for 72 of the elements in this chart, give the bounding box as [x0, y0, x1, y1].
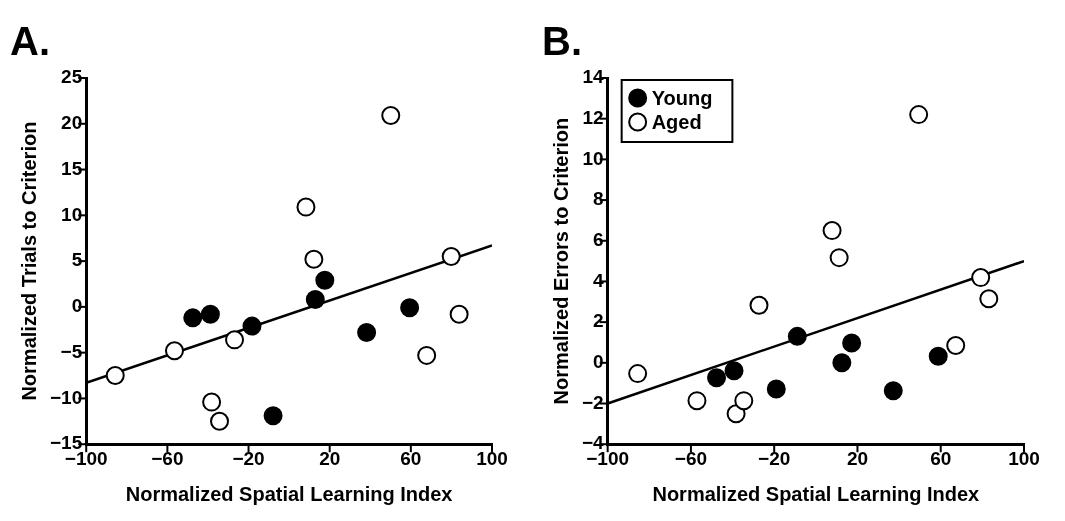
point — [734, 391, 754, 411]
point — [449, 304, 469, 324]
y-axis-title: Normalized Errors to Criterion — [549, 117, 572, 405]
point — [883, 381, 903, 401]
point — [381, 106, 401, 126]
point — [832, 353, 852, 373]
y-tick-label: 6 — [593, 228, 604, 250]
point — [707, 368, 727, 388]
y-tick-label: 20 — [61, 112, 83, 134]
chart-title: A. — [10, 19, 50, 64]
point — [305, 290, 325, 310]
point — [687, 391, 707, 411]
point — [225, 330, 245, 350]
y-tick-label: 14 — [582, 66, 605, 88]
x-tick-label: 20 — [319, 447, 341, 469]
x-tick-label: −20 — [232, 447, 265, 469]
point — [296, 197, 316, 217]
point — [242, 316, 262, 336]
point — [202, 392, 222, 412]
point — [829, 248, 849, 268]
y-tick-label: 0 — [593, 351, 604, 373]
point — [842, 333, 862, 353]
point — [263, 406, 283, 426]
point — [304, 249, 324, 269]
y-tick-label: −10 — [50, 386, 83, 408]
point — [909, 105, 929, 125]
x-tick-label: 100 — [476, 447, 508, 469]
point — [822, 221, 842, 241]
y-tick-label: 10 — [61, 203, 83, 225]
y-tick-label: 2 — [593, 310, 604, 332]
y-tick-label: 0 — [71, 295, 83, 317]
point — [200, 304, 220, 324]
y-tick-label: −5 — [60, 340, 83, 362]
point — [979, 289, 999, 309]
y-axis-title: Normalized Trials to Criterion — [17, 121, 40, 401]
x-tick-label: 60 — [400, 447, 422, 469]
legend-label: Aged — [651, 110, 702, 133]
point — [210, 411, 230, 431]
x-tick-label: −60 — [674, 447, 708, 469]
point — [315, 270, 335, 290]
point — [724, 361, 744, 381]
point — [787, 326, 807, 346]
x-tick-label: 60 — [930, 447, 952, 469]
point — [946, 336, 966, 356]
point — [400, 298, 420, 318]
y-tick-label: 4 — [593, 269, 605, 291]
y-tick-label: 15 — [61, 157, 83, 179]
point — [628, 364, 648, 384]
y-tick-label: 5 — [71, 249, 83, 271]
legend-label: Young — [651, 86, 713, 109]
y-tick-label: 8 — [593, 188, 604, 210]
x-axis-title: Normalized Spatial Learning Index — [125, 482, 453, 505]
x-axis-title: Normalized Spatial Learning Index — [652, 482, 980, 505]
x-tick-label: 20 — [846, 447, 869, 469]
point — [971, 268, 991, 288]
x-tick-label: 100 — [1008, 447, 1040, 469]
point — [183, 308, 203, 328]
point — [417, 345, 437, 365]
chart-title: B. — [542, 19, 582, 64]
x-tick-label: −60 — [151, 447, 184, 469]
point — [357, 323, 377, 343]
y-tick-label: 25 — [61, 66, 83, 88]
point — [164, 341, 184, 361]
y-tick-label: −2 — [581, 391, 604, 413]
point — [766, 379, 786, 399]
point — [928, 346, 948, 366]
point — [105, 366, 125, 386]
y-tick-label: 10 — [582, 147, 604, 169]
x-tick-label: −20 — [758, 447, 791, 469]
point — [749, 295, 769, 315]
point — [441, 247, 461, 267]
y-tick-label: 12 — [582, 106, 604, 128]
